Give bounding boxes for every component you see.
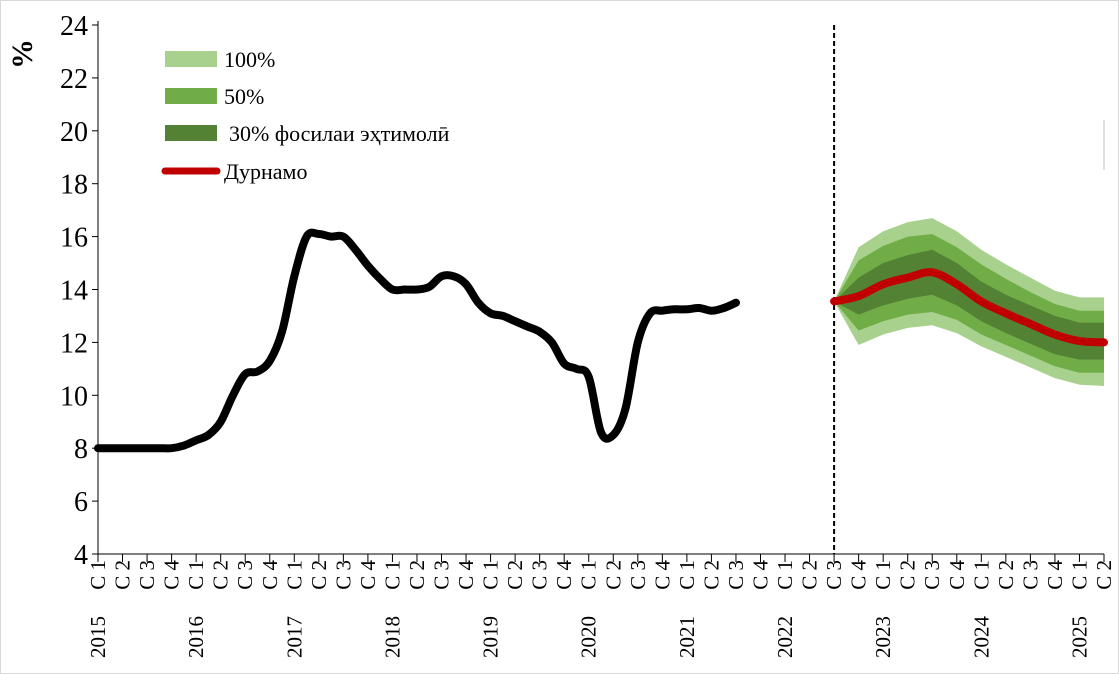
legend: 100% 50% 30% фосилаи эҳтимолӣ Дурнамо <box>161 47 450 184</box>
x-year-label: 2018 <box>380 616 404 658</box>
y-tick-label: 6 <box>74 487 88 518</box>
x-tick-label: С 4 <box>1043 560 1067 590</box>
forecast-divider <box>833 25 1105 554</box>
y-tick-label: 10 <box>60 381 88 412</box>
x-tick-label: С 3 <box>626 560 650 590</box>
x-year-label: 2024 <box>969 616 993 659</box>
x-tick-label: С 1 <box>675 560 699 590</box>
x-tick-label: С 2 <box>896 560 920 590</box>
x-tick-label: С 1 <box>871 560 895 590</box>
x-year-label: 2019 <box>479 616 503 658</box>
x-tick-label: С 1 <box>479 560 503 590</box>
y-tick-label: 18 <box>60 170 88 201</box>
x-tick-label: С 4 <box>847 560 871 590</box>
legend-label: Дурнамо <box>224 159 307 184</box>
x-tick-label: С 3 <box>135 560 159 590</box>
x-tick-label: С 3 <box>233 560 257 590</box>
x-tick-label: С 4 <box>945 560 969 590</box>
x-tick-label: С 2 <box>994 560 1018 590</box>
x-tick-label: С 4 <box>650 560 674 590</box>
x-tick-label: С 3 <box>920 560 944 590</box>
x-tick-label: С 1 <box>86 560 110 590</box>
x-tick-label: С 2 <box>699 560 723 590</box>
x-tick-label: С 3 <box>331 560 355 590</box>
x-tick-label: С 1 <box>184 560 208 590</box>
x-tick-label: С 1 <box>282 560 306 590</box>
x-tick-label: С 4 <box>356 560 380 590</box>
x-tick-label: С 2 <box>503 560 527 590</box>
y-tick-label: 16 <box>60 223 88 254</box>
forecast-line <box>830 268 1108 347</box>
x-tick-label: С 4 <box>160 560 184 590</box>
x-tick-label: С 1 <box>773 560 797 590</box>
x-tick-label: С 4 <box>552 560 576 590</box>
legend-swatch <box>165 51 217 67</box>
x-tick-label: С 2 <box>798 560 822 590</box>
series-lines <box>94 228 1108 453</box>
y-tick-label: 14 <box>60 276 88 307</box>
x-tick-label: С 2 <box>209 560 233 590</box>
y-axis-label: % <box>6 39 39 69</box>
x-tick-label: С 3 <box>822 560 846 590</box>
x-year-label: 2025 <box>1068 616 1092 658</box>
x-year-label: 2022 <box>773 616 797 658</box>
y-tick-label: 22 <box>60 64 88 95</box>
legend-label: 30% фосилаи эҳтимолӣ <box>229 121 450 146</box>
x-tick-label: С 3 <box>528 560 552 590</box>
x-year-label: 2020 <box>577 616 601 658</box>
history-line <box>94 228 740 453</box>
x-tick-label: С 2 <box>601 560 625 590</box>
x-tick-label: С 1 <box>577 560 601 590</box>
x-tick-label: С 3 <box>1018 560 1042 590</box>
x-tick-label: С 4 <box>749 560 773 590</box>
y-tick-label: 12 <box>60 328 88 359</box>
legend-label: 100% <box>224 47 275 72</box>
legend-swatch <box>165 88 217 104</box>
x-year-label: 2017 <box>282 616 306 658</box>
x-year-label: 2021 <box>675 616 699 658</box>
x-tick-label: С 1 <box>380 560 404 590</box>
x-tick-label: С 1 <box>969 560 993 590</box>
x-tick-label: С 2 <box>111 560 135 590</box>
legend-label: 50% <box>224 84 264 109</box>
legend-swatch <box>165 125 217 141</box>
x-year-label: 2015 <box>86 616 110 658</box>
y-tick-label: 20 <box>60 117 88 148</box>
x-tick-label: С 2 <box>405 560 429 590</box>
x-year-label: 2023 <box>871 616 895 658</box>
y-tick-label: 8 <box>74 434 88 465</box>
y-tick-label: 24 <box>60 11 88 42</box>
x-tick-label: С 4 <box>454 560 478 590</box>
x-tick-label: С 4 <box>258 560 282 590</box>
x-tick-label: С 3 <box>724 560 748 590</box>
x-tick-label: С 1 <box>1068 560 1092 590</box>
x-tick-label: С 2 <box>1092 560 1116 590</box>
x-year-label: 2016 <box>184 616 208 658</box>
x-tick-label: С 2 <box>307 560 331 590</box>
y-tick-label: 4 <box>74 540 88 571</box>
x-tick-label: С 3 <box>430 560 454 590</box>
